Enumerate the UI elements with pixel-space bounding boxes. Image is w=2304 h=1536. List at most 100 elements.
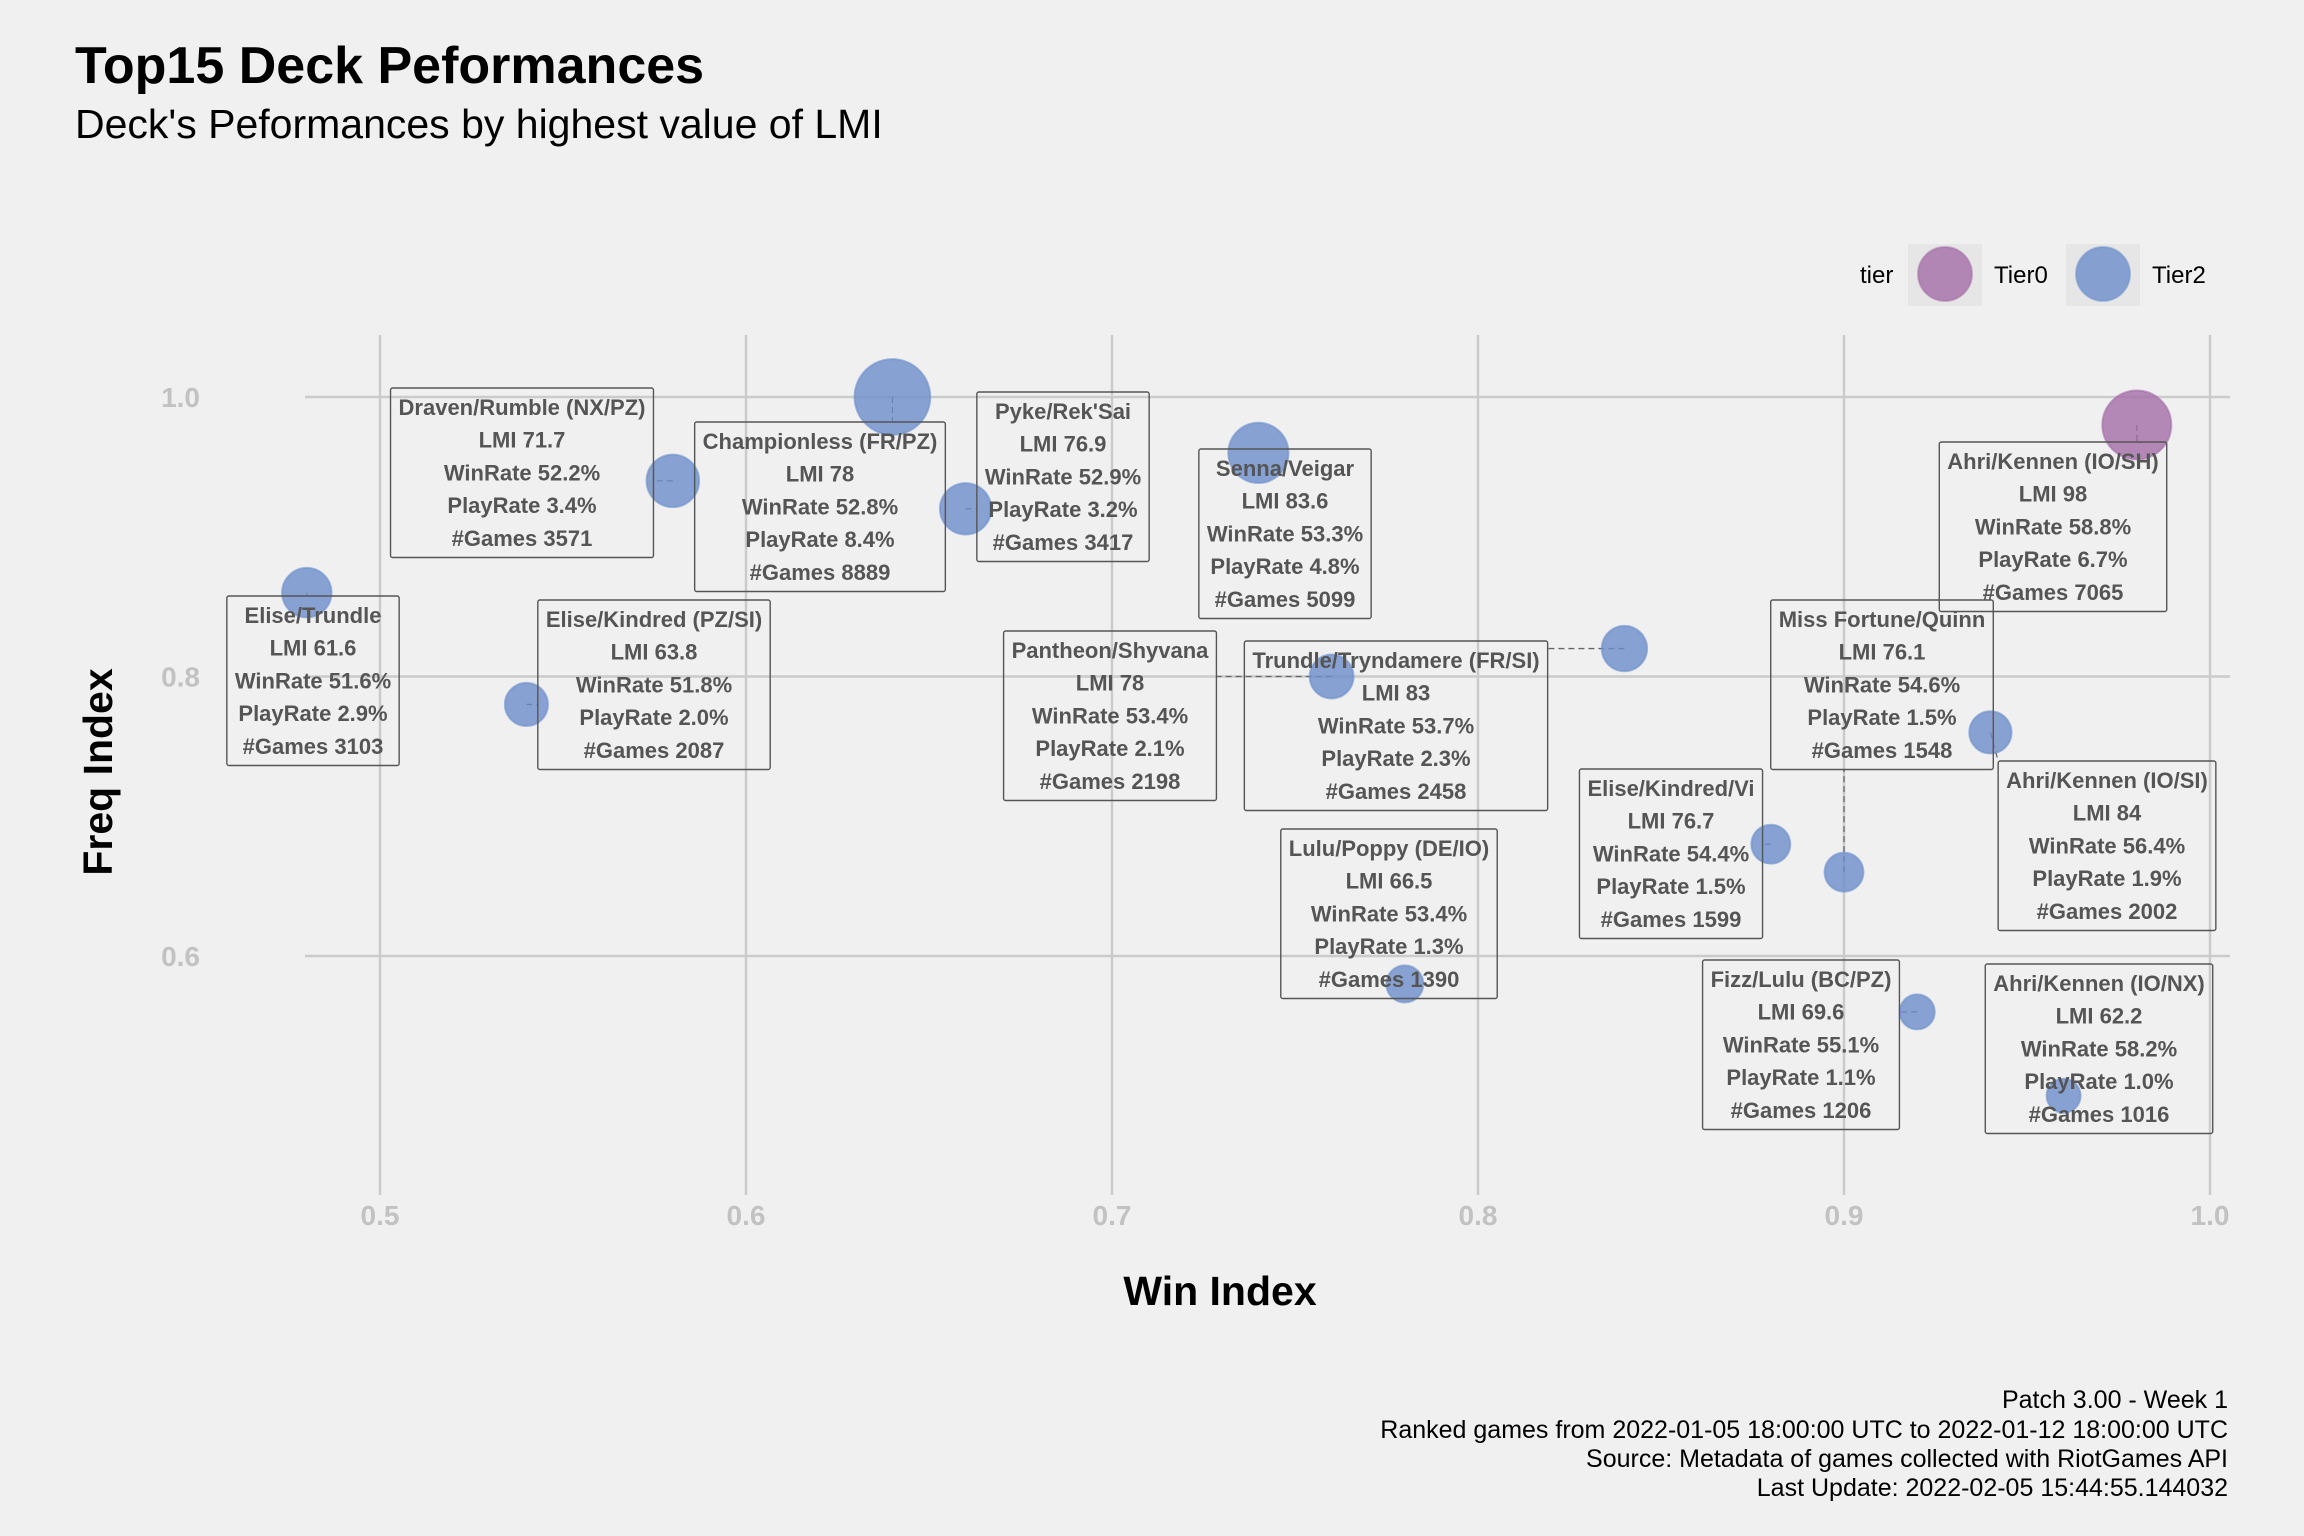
- data-label-box: [537, 599, 771, 771]
- data-point: [1750, 823, 1792, 865]
- y-tick-label: 1.0: [161, 382, 200, 413]
- data-label-line: LMI 61.6: [270, 636, 357, 661]
- data-label-line: #Games 1599: [1601, 907, 1742, 932]
- data-point: [503, 681, 549, 728]
- data-label-line: PlayRate 1.0%: [2024, 1069, 2173, 1094]
- caption-line: Last Update: 2022-02-05 15:44:55.144032: [1757, 1474, 2228, 1502]
- axis-ticks: 0.5 0.6 0.7 0.8 0.9 1.0 0.6 0.8 1.0: [161, 382, 2229, 1231]
- chart-title: Top15 Deck Peformances: [75, 37, 704, 95]
- data-point: [853, 358, 932, 436]
- data-label-line: Miss Fortune/Quinn: [1779, 607, 1986, 632]
- x-tick-label: 0.9: [1825, 1200, 1864, 1231]
- data-point: [2045, 1077, 2082, 1114]
- data-label-box: [1984, 963, 2214, 1135]
- data-label-line: #Games 2198: [1040, 769, 1181, 794]
- data-label-line: #Games 1206: [1731, 1098, 1872, 1123]
- data-label-line: #Games 1016: [2029, 1102, 2170, 1127]
- x-tick-label: 0.6: [727, 1200, 766, 1231]
- legend-tier0-label: Tier0: [1994, 262, 2048, 289]
- data-label-line: #Games 7065: [1983, 580, 2124, 605]
- data-label-line: Ahri/Kennen (IO/SI): [2006, 768, 2208, 793]
- data-point: [1227, 421, 1290, 484]
- data-label-line: LMI 83: [1362, 681, 1430, 706]
- data-label-line: WinRate 53.4%: [1032, 703, 1188, 728]
- data-label-line: Ahri/Kennen (IO/NX): [1993, 971, 2204, 996]
- x-tick-label: 0.5: [361, 1200, 400, 1231]
- data-label-line: PlayRate 8.4%: [745, 527, 894, 552]
- data-label-box: [1997, 760, 2217, 932]
- data-label-line: #Games 1548: [1812, 738, 1953, 763]
- caption-line: Ranked games from 2022-01-05 18:00:00 UT…: [1380, 1416, 2228, 1444]
- data-label-line: PlayRate 2.0%: [579, 705, 728, 730]
- data-label-line: #Games 3417: [993, 530, 1134, 555]
- data-label: Senna/Veigar LMI 83.6 WinRate 53.3% PlayRat…: [1198, 448, 1372, 620]
- data-label-line: Fizz/Lulu (BC/PZ): [1711, 967, 1892, 992]
- data-label-box: [1701, 959, 1901, 1131]
- data-label-line: LMI 78: [786, 462, 854, 487]
- data-label: Elise/Kindred/Vi LMI 76.7 WinRate 54.4% Pla…: [1578, 768, 1764, 940]
- data-label-line: WinRate 52.9%: [985, 464, 1141, 489]
- data-label-line: LMI 62.2: [2056, 1004, 2143, 1029]
- data-label-box: [1002, 630, 1218, 802]
- data-label-box: [1198, 448, 1372, 620]
- data-label: Lulu/Poppy (DE/IO) LMI 66.5 WinRate 53.4% P…: [1280, 828, 1498, 1000]
- data-label: Ahri/Kennen (IO/NX) LMI 62.2 WinRate 58.2%…: [1984, 963, 2214, 1135]
- data-label-line: PlayRate 2.1%: [1035, 736, 1184, 761]
- data-label-box: [226, 595, 400, 767]
- data-label: Championless (FR/PZ) LMI 78 WinRate 52.8% P…: [693, 421, 947, 593]
- data-label-line: #Games 3571: [452, 526, 593, 551]
- data-label-line: Draven/Rumble (NX/PZ): [399, 395, 646, 420]
- data-point: [281, 566, 333, 619]
- data-label-line: PlayRate 1.5%: [1596, 874, 1745, 899]
- data-label-line: PlayRate 3.4%: [447, 493, 596, 518]
- data-label-line: #Games 2087: [584, 738, 725, 763]
- data-label-line: Elise/Kindred (PZ/SI): [546, 607, 762, 632]
- data-label-box: [1770, 599, 1994, 771]
- data-label: Miss Fortune/Quinn LMI 76.1 WinRate 54.6% P…: [1770, 599, 1994, 771]
- data-label-box: [976, 391, 1150, 563]
- data-label-line: Trundle/Tryndamere (FR/SI): [1252, 648, 1539, 673]
- data-label-line: Elise/Trundle: [245, 603, 382, 628]
- data-label-line: #Games 5099: [1215, 587, 1356, 612]
- data-label-line: LMI 76.1: [1839, 640, 1926, 665]
- data-label-line: PlayRate 1.3%: [1314, 934, 1463, 959]
- data-label-line: WinRate 55.1%: [1723, 1032, 1879, 1057]
- x-tick-label: 0.7: [1093, 1200, 1132, 1231]
- data-labels: Ahri/Kennen (IO/SH) LMI 98 WinRate 58.8% Pl…: [226, 387, 2217, 1135]
- data-label-line: Senna/Veigar: [1216, 456, 1355, 481]
- data-label-line: LMI 84: [2073, 801, 2142, 826]
- data-label-line: #Games 2458: [1326, 779, 1467, 804]
- data-label: Draven/Rumble (NX/PZ) LMI 71.7 WinRate 52.…: [389, 387, 655, 559]
- data-label-line: Pantheon/Shyvana: [1012, 638, 1210, 663]
- data-label-line: WinRate 53.7%: [1318, 713, 1474, 738]
- data-label-box: [1578, 768, 1764, 940]
- data-label: Pyke/Rek'Sai LMI 76.9 WinRate 52.9% PlayRat…: [976, 391, 1150, 563]
- legend-tier0-swatch: [1917, 246, 1973, 302]
- data-label-line: PlayRate 2.9%: [238, 701, 387, 726]
- data-label-line: LMI 76.9: [1020, 432, 1107, 457]
- data-point: [1968, 710, 2013, 755]
- legend: tier Tier0 Tier2: [1860, 244, 2206, 306]
- data-label-line: PlayRate 1.1%: [1726, 1065, 1875, 1090]
- data-point: [1600, 624, 1649, 673]
- data-points: [281, 358, 2173, 1114]
- data-point: [1823, 851, 1865, 893]
- data-label: Fizz/Lulu (BC/PZ) LMI 69.6 WinRate 55.1% Pl…: [1701, 959, 1901, 1131]
- data-label-line: WinRate 52.8%: [742, 494, 898, 519]
- y-tick-label: 0.6: [161, 941, 200, 972]
- data-label-line: WinRate 54.6%: [1804, 672, 1960, 697]
- data-label-line: WinRate 51.8%: [576, 672, 732, 697]
- data-label-line: WinRate 51.6%: [235, 668, 391, 693]
- data-label-box: [693, 421, 947, 593]
- data-label-line: LMI 76.7: [1628, 809, 1715, 834]
- data-label-line: PlayRate 6.7%: [1978, 547, 2127, 572]
- data-label-line: #Games 2002: [2037, 899, 2178, 924]
- data-label-line: LMI 69.6: [1758, 1000, 1845, 1025]
- data-point: [938, 482, 993, 536]
- data-label: Ahri/Kennen (IO/SI) LMI 84 WinRate 56.4% Pl…: [1997, 760, 2217, 932]
- data-label-box: [389, 387, 655, 559]
- data-point: [645, 453, 701, 509]
- data-label: Ahri/Kennen (IO/SH) LMI 98 WinRate 58.8% Pl…: [1938, 441, 2168, 613]
- data-label: Elise/Kindred (PZ/SI) LMI 63.8 WinRate 51.…: [537, 599, 771, 771]
